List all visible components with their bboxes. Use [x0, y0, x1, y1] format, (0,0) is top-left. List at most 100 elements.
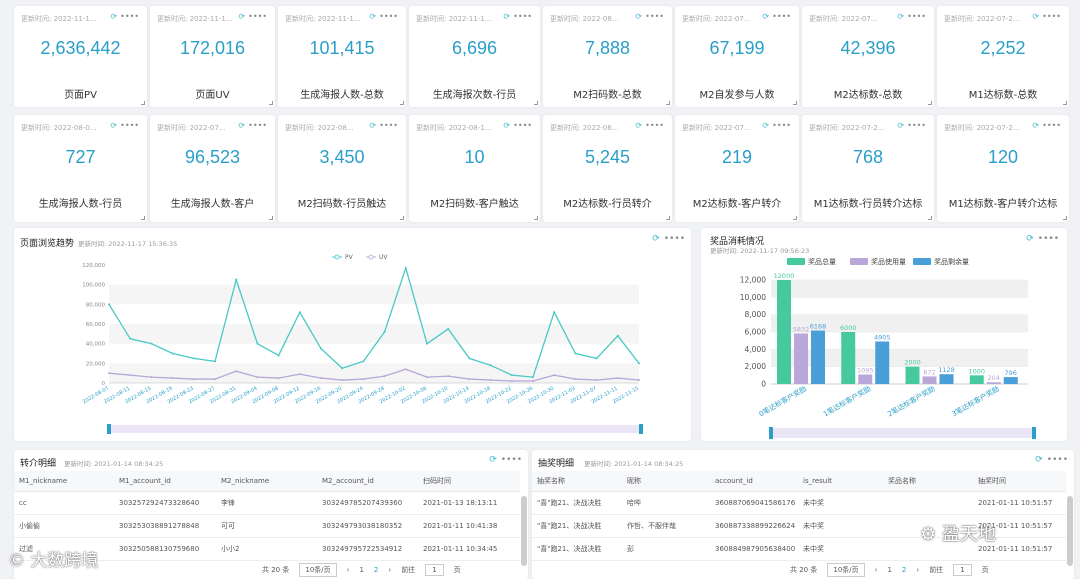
- page-size-select[interactable]: 10条/页: [827, 563, 865, 577]
- more-icon[interactable]: ••••: [120, 121, 139, 130]
- page-2-button[interactable]: 2: [373, 566, 379, 574]
- resize-handle[interactable]: [400, 216, 404, 220]
- bar-2[interactable]: [875, 341, 890, 384]
- resize-handle[interactable]: [141, 216, 145, 220]
- legend-swatch[interactable]: [850, 258, 868, 265]
- goto-page-input[interactable]: 1: [953, 564, 972, 576]
- refresh-icon[interactable]: ⟳: [503, 12, 511, 21]
- bar-0[interactable]: [841, 332, 856, 384]
- refresh-icon[interactable]: ⟳: [1035, 455, 1043, 465]
- bar-0[interactable]: [777, 280, 791, 384]
- refresh-icon[interactable]: ⟳: [762, 121, 770, 130]
- more-icon[interactable]: ••••: [1037, 234, 1059, 244]
- zoom-handle-right[interactable]: [639, 424, 643, 434]
- refresh-icon[interactable]: ⟳: [762, 12, 770, 21]
- resize-handle[interactable]: [141, 101, 145, 105]
- next-page-button[interactable]: ›: [388, 566, 392, 574]
- column-header[interactable]: M2_nickname: [216, 471, 317, 492]
- more-icon[interactable]: ••••: [1046, 455, 1068, 465]
- column-header[interactable]: M1_account_id: [114, 471, 216, 492]
- refresh-icon[interactable]: ⟳: [238, 121, 246, 130]
- resize-handle[interactable]: [534, 216, 538, 220]
- resize-handle[interactable]: [666, 216, 670, 220]
- column-header[interactable]: 昵称: [622, 471, 710, 492]
- resize-handle[interactable]: [928, 216, 932, 220]
- column-header[interactable]: is_result: [798, 471, 883, 492]
- refresh-icon[interactable]: ⟳: [110, 121, 118, 130]
- column-header[interactable]: 抽奖时间: [973, 471, 1066, 492]
- resize-handle[interactable]: [269, 101, 273, 105]
- next-page-button[interactable]: ›: [916, 566, 920, 574]
- table-row[interactable]: "喜"跑21、决战决胜 作哲、不服伴哉 360887338899226624 未中奖 2…: [532, 514, 1066, 538]
- table-row[interactable]: 小偷偷 303253038891278848 可可 30324979303818035…: [14, 514, 520, 538]
- bar-2[interactable]: [1003, 377, 1018, 384]
- page-1-button[interactable]: 1: [359, 566, 364, 574]
- resize-handle[interactable]: [928, 101, 932, 105]
- lottery-scrollbar[interactable]: [1067, 496, 1073, 566]
- legend-swatch[interactable]: [787, 258, 805, 265]
- refresh-icon[interactable]: ⟳: [652, 234, 660, 244]
- prev-page-button[interactable]: ‹: [874, 566, 878, 574]
- prev-page-button[interactable]: ‹: [346, 566, 350, 574]
- more-icon[interactable]: ••••: [1042, 121, 1061, 130]
- more-icon[interactable]: ••••: [120, 12, 139, 21]
- column-header[interactable]: 奖品名称: [883, 471, 973, 492]
- resize-handle[interactable]: [1063, 216, 1067, 220]
- table-row[interactable]: cc 303257292473328640 李锋 303249785207439360…: [14, 491, 520, 515]
- more-icon[interactable]: ••••: [907, 12, 926, 21]
- more-icon[interactable]: ••••: [513, 121, 532, 130]
- column-header[interactable]: M2_account_id: [317, 471, 418, 492]
- more-icon[interactable]: ••••: [772, 121, 791, 130]
- refresh-icon[interactable]: ⟳: [238, 12, 246, 21]
- refresh-icon[interactable]: ⟳: [635, 121, 643, 130]
- column-header[interactable]: 抽奖名称: [532, 471, 622, 492]
- resize-handle[interactable]: [400, 101, 404, 105]
- column-header[interactable]: 扫码时间: [418, 471, 520, 492]
- resize-handle[interactable]: [269, 216, 273, 220]
- resize-handle[interactable]: [666, 101, 670, 105]
- refresh-icon[interactable]: ⟳: [1032, 121, 1040, 130]
- resize-handle[interactable]: [534, 101, 538, 105]
- more-icon[interactable]: ••••: [379, 12, 398, 21]
- refresh-icon[interactable]: ⟳: [1026, 234, 1034, 244]
- zoom-handle-left[interactable]: [107, 424, 111, 434]
- more-icon[interactable]: ••••: [663, 234, 685, 244]
- zoom-slider[interactable]: [109, 425, 641, 433]
- column-header[interactable]: M1_nickname: [14, 471, 114, 492]
- more-icon[interactable]: ••••: [907, 121, 926, 130]
- bar-2[interactable]: [939, 374, 954, 384]
- bar-0[interactable]: [969, 375, 984, 384]
- zoom-handle-left[interactable]: [769, 427, 773, 439]
- refresh-icon[interactable]: ⟳: [897, 121, 905, 130]
- referral-scrollbar[interactable]: [521, 496, 527, 566]
- more-icon[interactable]: ••••: [248, 12, 267, 21]
- refresh-icon[interactable]: ⟳: [489, 455, 497, 465]
- bar-0[interactable]: [905, 366, 920, 384]
- more-icon[interactable]: ••••: [645, 121, 664, 130]
- bar-1[interactable]: [986, 382, 1001, 384]
- more-icon[interactable]: ••••: [1042, 12, 1061, 21]
- bar-1[interactable]: [922, 376, 937, 384]
- refresh-icon[interactable]: ⟳: [897, 12, 905, 21]
- zoom-slider[interactable]: [771, 428, 1034, 438]
- more-icon[interactable]: ••••: [772, 12, 791, 21]
- page-2-button[interactable]: 2: [901, 566, 907, 574]
- bar-1[interactable]: [858, 374, 873, 384]
- refresh-icon[interactable]: ⟳: [1032, 12, 1040, 21]
- more-icon[interactable]: ••••: [513, 12, 532, 21]
- bar-2[interactable]: [811, 330, 825, 384]
- table-row[interactable]: "喜"跑21、决战决胜 哈哔 360887069041586176 未中奖 2021-0…: [532, 491, 1066, 515]
- more-icon[interactable]: ••••: [248, 121, 267, 130]
- column-header[interactable]: account_id: [710, 471, 798, 492]
- page-size-select[interactable]: 10条/页: [299, 563, 337, 577]
- table-row[interactable]: 过滤 303250588130759680 小小2 30324979572253491…: [14, 537, 520, 561]
- resize-handle[interactable]: [1063, 101, 1067, 105]
- refresh-icon[interactable]: ⟳: [369, 12, 377, 21]
- refresh-icon[interactable]: ⟳: [110, 12, 118, 21]
- more-icon[interactable]: ••••: [500, 455, 522, 465]
- legend-swatch[interactable]: [913, 258, 931, 265]
- refresh-icon[interactable]: ⟳: [503, 121, 511, 130]
- zoom-handle-right[interactable]: [1032, 427, 1036, 439]
- resize-handle[interactable]: [793, 216, 797, 220]
- refresh-icon[interactable]: ⟳: [635, 12, 643, 21]
